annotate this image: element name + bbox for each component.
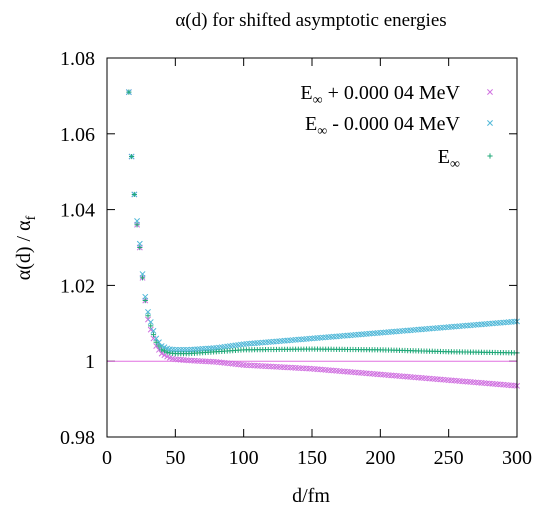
data-point xyxy=(248,362,255,369)
data-point xyxy=(161,352,168,359)
data-point xyxy=(298,365,305,372)
plot-frame xyxy=(106,57,518,438)
data-point xyxy=(300,365,307,372)
y-tick-label: 1.04 xyxy=(60,200,95,222)
legend-entry-1: E∞ - 0.000 04 MeV xyxy=(305,113,493,139)
data-point xyxy=(148,323,154,329)
x-tick-label: 200 xyxy=(365,447,395,469)
legend-marker xyxy=(487,120,493,126)
data-point xyxy=(268,363,274,370)
series-2-points xyxy=(126,89,520,357)
data-point xyxy=(155,339,162,346)
data-point xyxy=(281,364,288,371)
y-tick-label: 1.06 xyxy=(60,124,95,146)
data-point xyxy=(243,362,250,369)
data-point xyxy=(270,363,277,370)
data-point xyxy=(259,363,266,370)
x-axis-label: d/fm xyxy=(292,485,330,507)
series-1-points xyxy=(125,89,520,353)
data-point xyxy=(210,358,217,365)
data-point xyxy=(145,313,151,319)
x-tick-label: 300 xyxy=(502,447,532,469)
data-point xyxy=(262,363,269,370)
data-point xyxy=(273,363,280,370)
legend-marker xyxy=(487,89,493,95)
data-point xyxy=(153,339,159,345)
x-tick-label: 50 xyxy=(165,447,185,469)
series-0-points xyxy=(125,89,520,389)
legend-entry-2: E∞ xyxy=(438,146,493,172)
data-point xyxy=(289,364,296,371)
data-point xyxy=(254,362,261,369)
data-point xyxy=(164,349,170,355)
data-point xyxy=(142,297,148,304)
data-point xyxy=(306,365,313,372)
data-point xyxy=(155,346,162,353)
data-point xyxy=(134,222,140,228)
data-point xyxy=(276,364,283,370)
data-point xyxy=(150,332,157,338)
data-point xyxy=(183,346,190,353)
data-point xyxy=(295,365,302,371)
data-point xyxy=(287,364,294,371)
axis-ticks: 0 50 100 150 200 250 300 0.98 1 1.02 1.04 1.06 1.08 xyxy=(60,48,532,469)
data-point xyxy=(161,348,167,354)
data-point xyxy=(278,364,285,371)
data-point xyxy=(153,335,160,342)
legend-entry-0: E∞ + 0.000 04 MeV xyxy=(300,82,493,108)
data-point xyxy=(303,365,310,372)
data-point xyxy=(150,327,157,334)
data-point xyxy=(292,364,299,371)
data-point xyxy=(142,293,149,300)
legend: E∞ + 0.000 04 MeV E∞ - 0.000 04 MeV E∞ xyxy=(300,82,493,172)
y-tick-label: 0.98 xyxy=(60,427,95,449)
data-point xyxy=(172,346,179,353)
y-axis-label: α(d) / αf xyxy=(13,215,39,280)
data-point xyxy=(180,346,187,353)
data-point xyxy=(246,362,253,369)
y-tick-label: 1 xyxy=(85,351,95,373)
data-point xyxy=(145,308,151,315)
data-point xyxy=(134,218,141,224)
data-point xyxy=(156,343,162,349)
legend-marker xyxy=(487,153,493,159)
data-point xyxy=(188,357,195,364)
data-point xyxy=(139,271,146,277)
data-point xyxy=(251,362,258,369)
svg-text:α(d) / αf: α(d) / αf xyxy=(13,215,39,280)
data-point xyxy=(139,275,146,281)
y-tick-label: 1.08 xyxy=(60,48,95,70)
data-point xyxy=(265,363,272,370)
data-point xyxy=(159,347,165,353)
legend-label: E∞ xyxy=(438,146,460,172)
chart-title: α(d) for shifted asymptotic energies xyxy=(175,10,446,31)
data-point xyxy=(257,362,264,369)
data-point xyxy=(129,153,135,160)
y-axis-label-main: α(d) / α xyxy=(13,220,35,280)
x-tick-label: 100 xyxy=(229,447,259,469)
data-point xyxy=(177,346,184,353)
data-point xyxy=(153,343,160,349)
data-points xyxy=(125,89,520,389)
x-tick-label: 250 xyxy=(434,447,464,469)
y-tick-label: 1.02 xyxy=(60,275,95,297)
data-point xyxy=(150,335,157,342)
data-point xyxy=(147,319,154,325)
y-axis-label-sub: f xyxy=(24,215,39,220)
data-point xyxy=(126,89,132,95)
x-tick-label: 0 xyxy=(102,447,112,469)
data-point xyxy=(175,346,182,353)
data-point xyxy=(284,364,291,371)
data-point xyxy=(137,244,143,251)
data-point xyxy=(131,191,137,198)
legend-label: E∞ - 0.000 04 MeV xyxy=(305,113,461,139)
data-point xyxy=(158,350,165,357)
x-tick-label: 150 xyxy=(297,447,327,469)
legend-label: E∞ + 0.000 04 MeV xyxy=(300,82,460,108)
data-point xyxy=(136,240,143,247)
